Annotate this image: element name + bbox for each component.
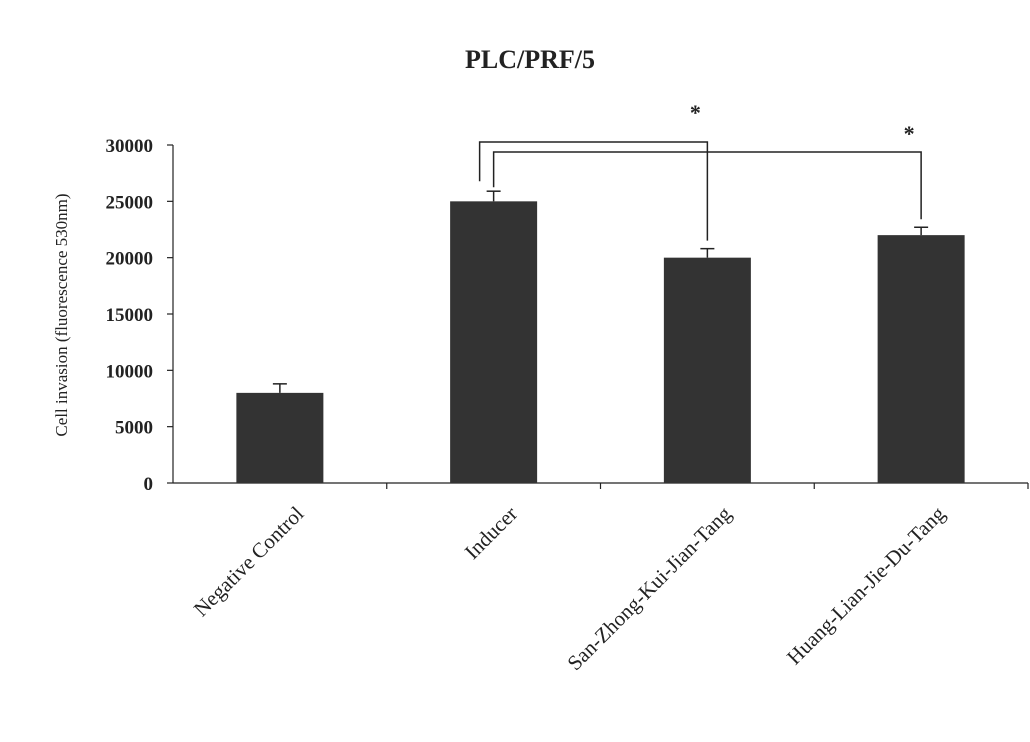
- significance-bracket: [478, 141, 709, 241]
- x-tick-label: Negative Control: [189, 501, 309, 621]
- bars-group: [236, 190, 965, 484]
- significance-marker: *: [904, 121, 915, 146]
- bar: [450, 201, 538, 484]
- y-tick-label: 0: [144, 474, 154, 495]
- y-tick-label: 30000: [106, 136, 154, 157]
- x-tick-label: Inducer: [460, 502, 522, 564]
- x-tick-labels: Negative Control Inducer San-Zhong-Kui-Jia…: [189, 501, 950, 675]
- y-tick-label: 20000: [106, 249, 154, 270]
- bar: [663, 257, 751, 483]
- y-axis: 0 5000 10000 15000 20000 25000 30000: [106, 136, 174, 495]
- y-tick-label: 10000: [106, 361, 154, 382]
- y-tick-label: 15000: [106, 305, 154, 326]
- bar: [877, 235, 965, 483]
- significance-marker: *: [690, 100, 701, 125]
- significance-brackets: **: [478, 100, 922, 241]
- x-tick-label: San-Zhong-Kui-Jian-Tang: [562, 501, 736, 675]
- y-axis-label: Cell invasion (fluorescence 530nm): [52, 193, 71, 436]
- significance-bracket: [492, 151, 922, 220]
- bar: [236, 392, 324, 483]
- x-tick-label: Huang-Lian-Jie-Du-Tang: [782, 501, 950, 669]
- chart-title: PLC/PRF/5: [465, 45, 595, 74]
- x-axis: [173, 482, 1029, 489]
- y-tick-label: 25000: [106, 192, 154, 213]
- y-tick-label: 5000: [115, 418, 153, 439]
